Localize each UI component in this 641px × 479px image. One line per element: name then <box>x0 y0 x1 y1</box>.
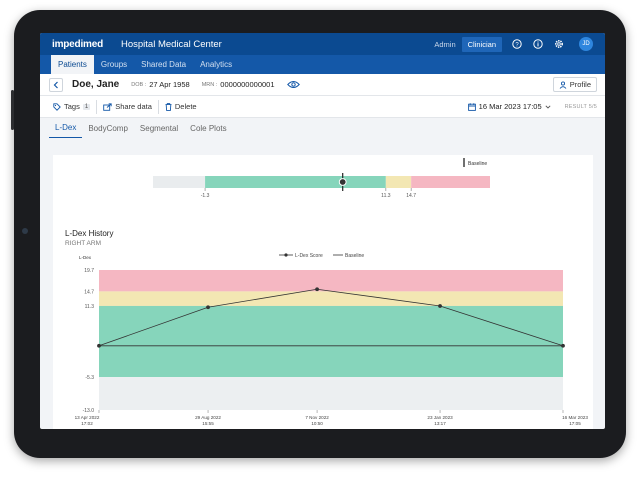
dob-label: DOB : <box>131 81 147 88</box>
score-point[interactable] <box>97 343 101 348</box>
y-tick-label: 19.7 <box>84 268 94 274</box>
x-tick-time: 17:02 <box>81 421 93 426</box>
tab-analytics[interactable]: Analytics <box>200 60 233 69</box>
main-nav: Patients Groups Shared Data Analytics <box>40 55 605 74</box>
delete-label: Delete <box>174 102 197 111</box>
camera <box>22 228 28 234</box>
gauge-zone-high <box>411 176 490 188</box>
tab-l-dex[interactable]: L-Dex <box>49 118 83 138</box>
gauge-tick-label: 11.3 <box>381 193 391 199</box>
legend-baseline-label: Baseline <box>345 253 364 259</box>
patient-bar: Doe, Jane DOB : 27 Apr 1958 MRN : 000000… <box>40 74 605 96</box>
profile-label: Profile <box>569 80 591 89</box>
tag-icon <box>53 102 61 111</box>
legend-score-label: L-Dex Score <box>295 253 323 259</box>
chart-subtitle: RIGHT ARM <box>65 240 101 247</box>
tab-groups[interactable]: Groups <box>100 60 128 69</box>
analysis-tabs: L-Dex BodyComp Segmental Cole Plots <box>40 118 605 138</box>
tab-segmental[interactable]: Segmental <box>139 123 179 133</box>
tab-shared-data[interactable]: Shared Data <box>141 60 187 69</box>
l-dex-gauge: Baseline -1.3 11.3 14.7 <box>153 158 490 199</box>
legend-score-dot <box>284 253 288 257</box>
tags-count-badge: 1 <box>82 103 91 110</box>
score-point[interactable] <box>315 287 319 292</box>
x-tick-date: 29 Aug 2022 <box>195 415 221 420</box>
chart-zone-3 <box>99 377 563 410</box>
gauge-zone-caution <box>385 176 412 188</box>
y-tick-label: 14.7 <box>84 289 94 295</box>
app-screen: impedimed Hospital Medical Center Admin … <box>40 33 605 429</box>
calendar-icon <box>467 102 476 111</box>
eye-icon[interactable] <box>286 79 301 91</box>
chart-legend: L-Dex Score Baseline <box>279 253 364 259</box>
dob-value: 27 Apr 1958 <box>149 80 190 89</box>
gauge-tick-label: 14.7 <box>406 193 416 199</box>
result-counter: RESULT 5/5 <box>564 103 597 110</box>
chart-zone-2 <box>99 305 563 378</box>
y-tick-label: -5.3 <box>85 375 94 381</box>
tags-label: Tags <box>64 102 80 111</box>
help-icon[interactable]: ? <box>511 38 523 50</box>
x-tick-date: 7 Nov 2022 <box>305 415 329 420</box>
hospital-name: Hospital Medical Center <box>121 38 222 50</box>
mrn-label: MRN : <box>201 81 218 88</box>
info-icon[interactable] <box>532 38 544 50</box>
share-data-button[interactable]: Share data <box>99 99 156 115</box>
x-tick-date: 23 Jan 2023 <box>427 415 453 420</box>
x-tick-time: 10:50 <box>311 421 323 426</box>
chevron-down-icon <box>545 104 551 109</box>
avatar[interactable]: JD <box>579 37 593 51</box>
back-button[interactable] <box>49 77 63 92</box>
share-data-label: Share data <box>115 102 152 111</box>
mrn-value: 0000000000001 <box>220 80 275 89</box>
top-bar: impedimed Hospital Medical Center Admin … <box>40 33 605 55</box>
user-icon <box>559 80 567 89</box>
share-icon <box>103 102 112 111</box>
score-point[interactable] <box>561 343 565 348</box>
chevron-left-icon <box>53 81 58 88</box>
x-tick-time: 13:17 <box>434 421 446 426</box>
svg-text:?: ? <box>515 42 519 48</box>
date-value: 16 Mar 2023 17:05 <box>478 102 542 111</box>
delete-button[interactable]: Delete <box>161 99 201 115</box>
score-point[interactable] <box>206 305 210 310</box>
y-axis-label: L-Dex <box>79 255 92 260</box>
role-clinician[interactable]: Clinician <box>461 36 502 52</box>
role-admin[interactable]: Admin <box>434 39 456 49</box>
l-dex-history-chart: L-Dex History RIGHT ARM L-Dex Score Base… <box>65 229 588 426</box>
x-tick-time: 17:05 <box>569 421 581 426</box>
date-selector[interactable]: 16 Mar 2023 17:05 <box>467 102 551 111</box>
profile-button[interactable]: Profile <box>552 77 597 92</box>
l-dex-card: Baseline -1.3 11.3 14.7 L-Dex History RIGH… <box>53 155 593 429</box>
tab-cole-plots[interactable]: Cole Plots <box>190 123 227 133</box>
chart-title: L-Dex History <box>65 229 113 238</box>
tags-button[interactable]: Tags 1 <box>49 99 94 115</box>
x-tick-date: 13 Apr 2022 <box>75 415 100 420</box>
y-tick-label: -13.0 <box>83 408 95 414</box>
gear-icon[interactable] <box>553 38 565 50</box>
score-point[interactable] <box>438 304 442 308</box>
logo: impedimed <box>52 38 103 50</box>
x-tick-date: 16 Mar 2023 <box>562 415 588 420</box>
divider <box>96 99 98 114</box>
toolbar: Tags 1 Share data Delete 16 Mar 2023 17:… <box>40 96 605 118</box>
gauge-zone-normal <box>205 176 386 188</box>
tab-bodycomp[interactable]: BodyComp <box>88 123 128 133</box>
trash-icon <box>165 102 172 111</box>
chart-zone-1 <box>99 291 563 306</box>
x-tick-time: 15:55 <box>202 421 214 426</box>
y-tick-label: 11.3 <box>85 304 95 310</box>
chart-zone-0 <box>99 270 563 292</box>
gauge-tick-label: -1.3 <box>201 193 210 199</box>
gauge-zone-low <box>153 176 206 188</box>
tab-patients[interactable]: Patients <box>51 55 94 74</box>
patient-name: Doe, Jane <box>72 79 120 90</box>
baseline-legend-label: Baseline <box>468 161 487 167</box>
divider <box>157 99 159 114</box>
gauge-value-marker <box>338 178 347 186</box>
